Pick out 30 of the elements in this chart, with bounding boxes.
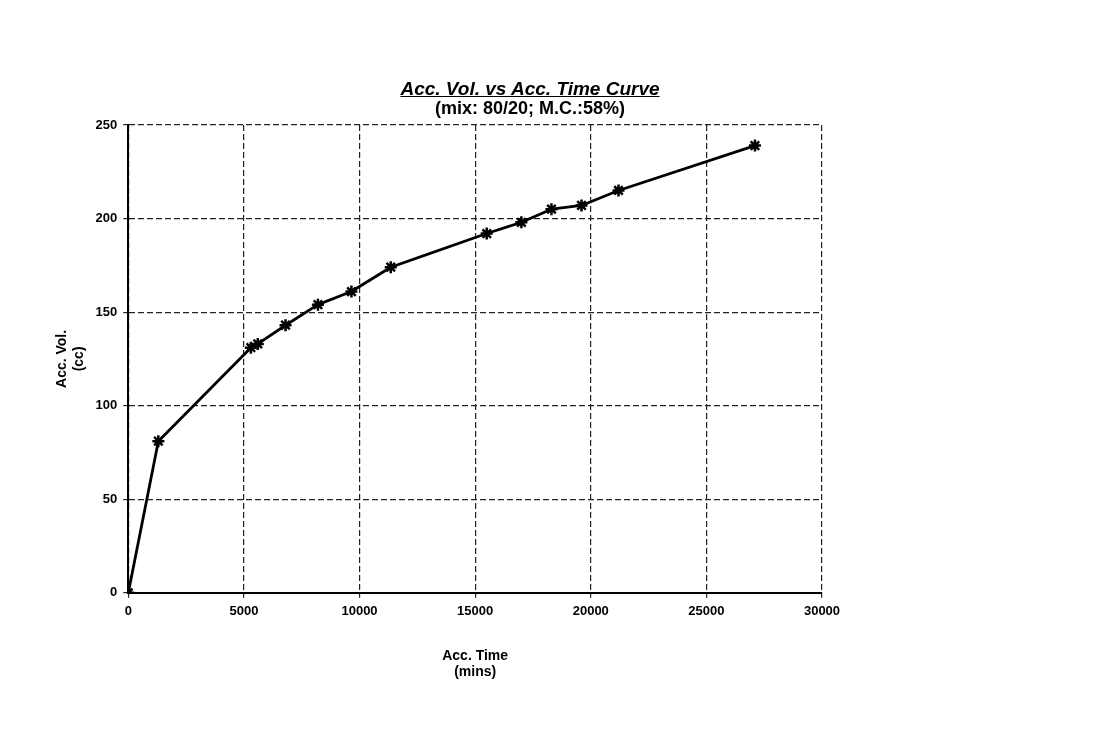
point bbox=[383, 259, 398, 275]
x-tick-label: 20000 bbox=[572, 603, 609, 619]
chart-title: Acc. Vol. vs Acc. Time Curve bbox=[399, 78, 661, 99]
y-axis-title: Acc. Vol. (cc) bbox=[53, 329, 87, 388]
point bbox=[344, 284, 359, 299]
y-tick-label: 50 bbox=[102, 490, 118, 506]
x-tick-label: 0 bbox=[124, 603, 132, 619]
point bbox=[747, 138, 763, 153]
point bbox=[310, 297, 326, 312]
y-tick-label: 250 bbox=[95, 116, 118, 132]
point bbox=[250, 336, 266, 352]
y-tick-label: 100 bbox=[95, 397, 118, 413]
point bbox=[243, 340, 259, 355]
point bbox=[479, 226, 494, 241]
y-tick-label: 0 bbox=[110, 584, 118, 600]
x-tick-label: 10000 bbox=[341, 603, 378, 619]
y-tick-label: 150 bbox=[95, 303, 118, 319]
point bbox=[544, 201, 559, 217]
point bbox=[151, 433, 166, 449]
point bbox=[278, 317, 293, 333]
x-tick-label: 15000 bbox=[457, 603, 494, 619]
y-tick-label: 200 bbox=[95, 210, 118, 226]
x-tick-label: 25000 bbox=[688, 603, 725, 619]
x-tick-label: 30000 bbox=[803, 603, 841, 619]
point bbox=[611, 183, 626, 198]
x-tick-label: 5000 bbox=[229, 603, 259, 619]
x-axis-title: Acc. Time (mins) bbox=[442, 646, 509, 680]
point bbox=[514, 215, 529, 230]
point bbox=[574, 198, 589, 213]
chart-subtitle: (mix: 80/20; M.C.:58%) bbox=[433, 98, 627, 118]
